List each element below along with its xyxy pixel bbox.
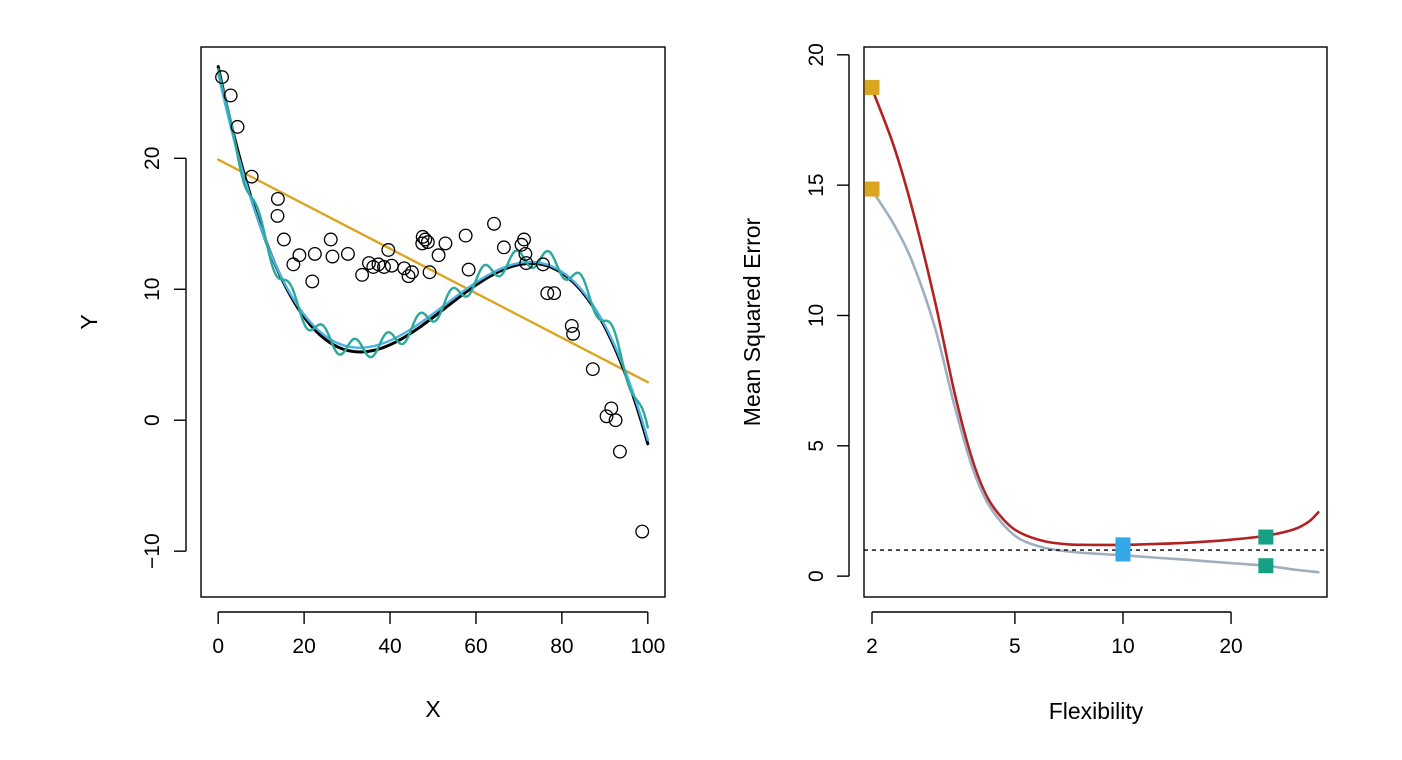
data-point bbox=[377, 260, 391, 274]
series-smoothing-spline-moderate- bbox=[216, 71, 650, 442]
data-point bbox=[305, 274, 320, 289]
right-x-axis-title: Flexibility bbox=[1049, 698, 1144, 724]
right-y-axis: 0 5 10 15 20 bbox=[805, 43, 850, 582]
data-point bbox=[384, 258, 399, 273]
square-marker bbox=[864, 181, 880, 197]
right-y-tick-label: 20 bbox=[805, 43, 828, 66]
data-point bbox=[612, 444, 627, 459]
right-panel: 2 5 10 20 0 5 10 15 20 Flexibility Mean Squared… bbox=[739, 43, 1328, 724]
left-plot-frame bbox=[200, 46, 666, 598]
square-marker bbox=[864, 79, 880, 95]
data-point bbox=[286, 257, 301, 272]
data-point bbox=[635, 524, 650, 539]
data-point bbox=[461, 262, 476, 277]
data-point bbox=[517, 232, 532, 247]
left-y-axis: −10 0 10 20 bbox=[141, 147, 187, 569]
data-point bbox=[325, 249, 340, 264]
data-point bbox=[340, 246, 355, 261]
data-point bbox=[431, 248, 446, 263]
data-point bbox=[397, 261, 412, 276]
left-x-tick-label: 100 bbox=[630, 635, 665, 658]
data-point bbox=[420, 235, 435, 250]
data-point bbox=[608, 413, 623, 428]
left-x-tick-label: 80 bbox=[550, 635, 573, 658]
left-y-tick-label: 20 bbox=[141, 147, 164, 170]
data-point bbox=[438, 236, 453, 251]
data-point bbox=[404, 265, 419, 280]
series-true-function bbox=[216, 65, 650, 446]
data-point bbox=[519, 256, 534, 271]
data-point bbox=[536, 257, 550, 272]
left-x-tick-label: 40 bbox=[378, 635, 401, 658]
left-x-axis-title: X bbox=[425, 696, 440, 722]
data-point bbox=[362, 256, 376, 271]
data-point bbox=[307, 246, 322, 261]
series-linear-fit bbox=[216, 158, 650, 384]
data-point bbox=[518, 246, 533, 261]
data-point bbox=[323, 232, 338, 247]
left-panel: 0 20 40 60 80 100 −10 0 10 20 X Y bbox=[76, 46, 666, 722]
right-y-axis-title: Mean Squared Error bbox=[739, 217, 765, 426]
left-x-tick-label: 60 bbox=[464, 635, 487, 658]
data-point bbox=[415, 229, 430, 244]
right-x-axis: 2 5 10 20 bbox=[866, 611, 1243, 658]
right-y-tick-label: 5 bbox=[805, 440, 828, 452]
left-y-tick-label: −10 bbox=[141, 533, 164, 569]
series-training-mse bbox=[870, 189, 1320, 574]
data-point bbox=[415, 236, 430, 251]
right-plot-frame bbox=[863, 46, 1328, 598]
series-test-mse bbox=[870, 87, 1320, 547]
left-y-tick-label: 0 bbox=[141, 414, 164, 426]
data-point bbox=[487, 216, 501, 231]
data-point bbox=[381, 243, 396, 257]
square-marker bbox=[1258, 529, 1274, 545]
data-point bbox=[599, 409, 614, 424]
left-marks bbox=[215, 65, 650, 539]
data-point bbox=[401, 269, 416, 284]
data-point bbox=[604, 401, 619, 416]
data-point bbox=[422, 265, 437, 280]
data-point bbox=[585, 362, 600, 377]
data-point bbox=[270, 191, 285, 206]
square-marker bbox=[1115, 546, 1131, 562]
left-x-axis: 0 20 40 60 80 100 bbox=[212, 611, 665, 658]
right-marks bbox=[864, 79, 1327, 574]
square-marker bbox=[1258, 558, 1274, 574]
data-point bbox=[566, 326, 581, 341]
data-point bbox=[564, 318, 579, 333]
right-y-tick-label: 0 bbox=[805, 570, 828, 582]
right-x-tick-label: 5 bbox=[1009, 635, 1021, 658]
data-point bbox=[547, 286, 562, 301]
right-x-tick-label: 20 bbox=[1219, 635, 1242, 658]
data-point bbox=[270, 208, 285, 223]
data-point bbox=[215, 70, 230, 85]
right-y-tick-label: 15 bbox=[805, 173, 828, 196]
left-x-tick-label: 0 bbox=[212, 635, 224, 658]
data-point bbox=[418, 232, 433, 247]
right-x-tick-label: 2 bbox=[866, 635, 878, 658]
data-point bbox=[355, 267, 370, 282]
data-point bbox=[292, 248, 307, 263]
data-point bbox=[540, 286, 555, 301]
data-point bbox=[458, 228, 473, 243]
left-y-tick-label: 10 bbox=[141, 278, 164, 301]
data-point bbox=[223, 88, 238, 103]
left-y-axis-title: Y bbox=[76, 314, 102, 329]
series-smoothing-spline-wiggly- bbox=[216, 68, 650, 429]
data-point bbox=[496, 240, 511, 255]
right-x-tick-label: 10 bbox=[1111, 635, 1134, 658]
right-y-tick-label: 10 bbox=[805, 304, 828, 327]
data-point bbox=[276, 232, 291, 247]
left-x-tick-label: 20 bbox=[292, 635, 315, 658]
data-point bbox=[244, 169, 259, 184]
data-point bbox=[230, 119, 245, 134]
